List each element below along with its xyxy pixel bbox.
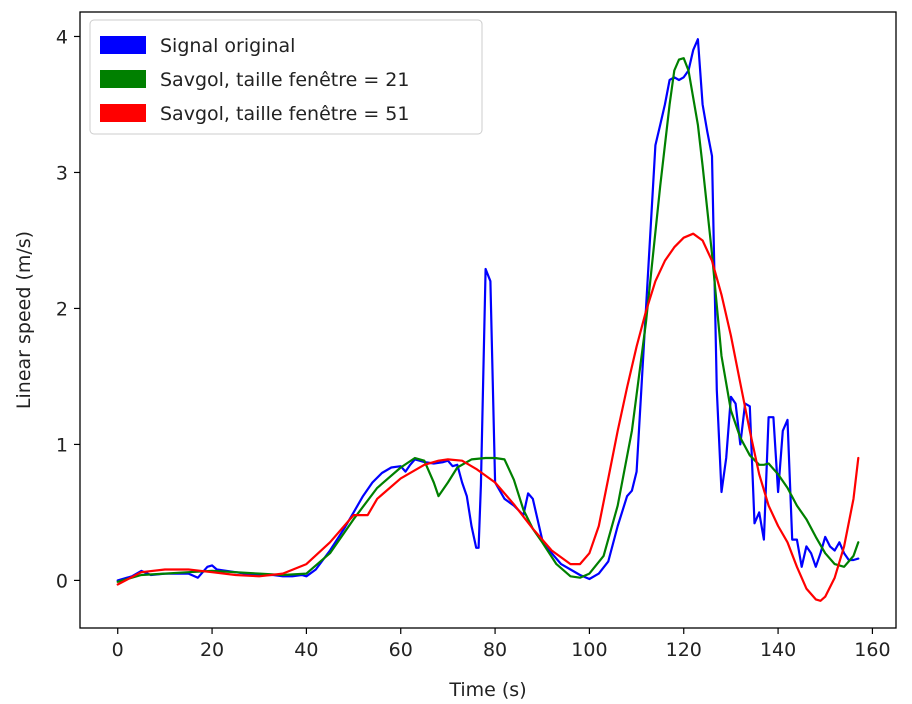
y-tick-label: 4 [56, 26, 68, 48]
legend-entry-label: Savgol, taille fenêtre = 21 [160, 69, 409, 91]
series-line-1 [116, 38, 860, 582]
legend-entry-label: Signal original [160, 35, 295, 57]
legend-entry-label: Savgol, taille fenêtre = 51 [160, 103, 409, 125]
x-tick-label: 160 [854, 639, 890, 661]
y-tick-label: 0 [56, 570, 68, 592]
series-line-2 [116, 57, 860, 583]
x-tick-label: 40 [294, 639, 318, 661]
y-tick-label: 3 [56, 162, 68, 184]
x-tick-label: 140 [760, 639, 796, 661]
x-tick-label: 20 [200, 639, 224, 661]
x-tick-label: 120 [666, 639, 702, 661]
y-tick-label: 2 [56, 298, 68, 320]
legend-swatch [100, 104, 146, 122]
series-layer [116, 38, 860, 602]
y-tick-label: 1 [56, 434, 68, 456]
plot-frame [79, 11, 897, 629]
y-axis-label: Linear speed (m/s) [13, 231, 35, 409]
legend-swatch [100, 36, 146, 54]
x-tick-label: 80 [483, 639, 507, 661]
legend: Signal original Savgol, taille fenêtre = … [89, 19, 483, 135]
legend-swatch [100, 70, 146, 88]
x-tick-label: 60 [389, 639, 413, 661]
x-axis: 0 20 40 60 80 100 120 140 160 [112, 628, 891, 661]
legend-box [89, 19, 483, 135]
x-axis-label: Time (s) [448, 679, 526, 701]
x-tick-label: 100 [571, 639, 607, 661]
y-axis: 0 1 2 3 4 [56, 26, 80, 592]
series-line-3 [116, 232, 860, 602]
x-tick-label: 0 [112, 639, 124, 661]
